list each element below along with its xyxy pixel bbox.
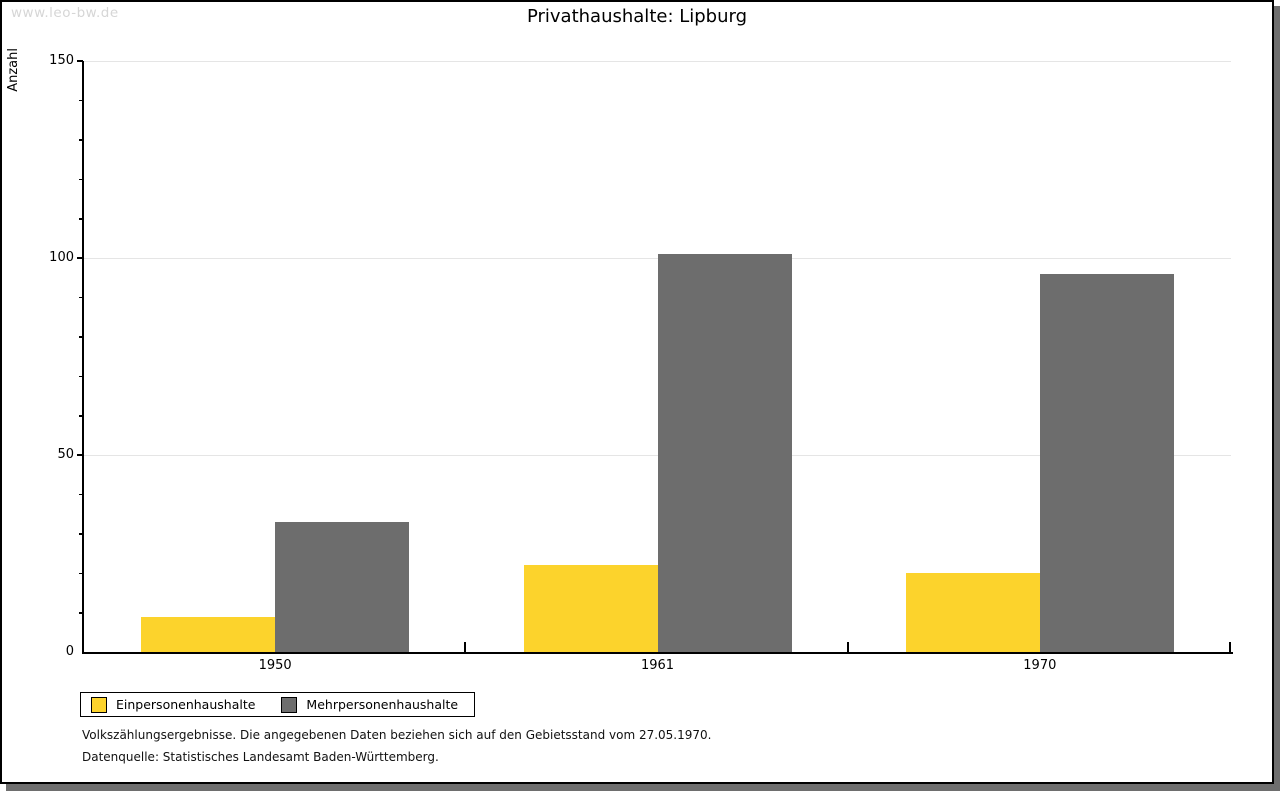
legend-swatch-einpersonenhaushalte	[91, 696, 107, 713]
y-minor-tick	[79, 415, 83, 417]
y-minor-tick	[79, 139, 83, 141]
x-tick-label: 1970	[1023, 658, 1057, 673]
y-minor-tick	[79, 296, 83, 299]
x-axis-line	[82, 652, 1233, 654]
bar-mehrpersonenhaushalte-1970	[1039, 273, 1174, 652]
y-tick-label: 0	[65, 644, 74, 659]
y-tick-label: 150	[49, 53, 74, 68]
y-minor-tick	[79, 336, 83, 338]
y-minor-tick	[79, 493, 83, 496]
bar-mehrpersonenhaushalte-1950	[275, 521, 410, 652]
x-tick-label: 1950	[258, 658, 292, 673]
y-tick-label: 50	[57, 447, 74, 462]
y-minor-tick	[79, 218, 83, 220]
legend-item: Mehrpersonenhaushalte	[281, 696, 459, 713]
y-minor-tick	[79, 99, 83, 102]
x-boundary-tick	[1229, 642, 1231, 654]
plot-area: 0 50 100 150 1950 1961 1970	[49, 53, 1231, 673]
y-major-tick	[77, 60, 83, 62]
watermark: www.leo-bw.de	[11, 5, 119, 21]
x-tick-label: 1961	[640, 658, 675, 673]
legend-label-mehrpersonenhaushalte: Mehrpersonenhaushalte	[306, 697, 459, 712]
y-minor-tick	[79, 612, 83, 614]
chart-title: Privathaushalte: Lipburg	[526, 6, 748, 27]
legend-item: Einpersonenhaushalte	[91, 696, 256, 713]
y-minor-tick	[79, 178, 83, 181]
frame-shadow-right	[1274, 6, 1280, 791]
y-minor-tick	[79, 375, 83, 378]
y-major-tick	[77, 257, 83, 259]
y-axis-label: Anzahl	[6, 48, 21, 92]
legend-swatch-mehrpersonenhaushalte	[281, 696, 298, 713]
frame-shadow-bottom	[6, 784, 1274, 791]
bar-einpersonenhaushalte-1950	[141, 616, 276, 652]
y-major-tick	[77, 454, 83, 456]
footnote-data-source: Datenquelle: Statistisches Landesamt Bad…	[82, 750, 439, 764]
legend: Einpersonenhaushalte Mehrpersonenhaushal…	[80, 692, 476, 717]
bar-einpersonenhaushalte-1970	[905, 573, 1040, 652]
footnote-source-note: Volkszählungsergebnisse. Die angegebenen…	[82, 728, 712, 742]
y-minor-tick	[79, 572, 83, 575]
legend-label-einpersonenhaushalte: Einpersonenhaushalte	[116, 697, 256, 712]
x-boundary-tick	[464, 642, 467, 654]
bar-mehrpersonenhaushalte-1961	[657, 254, 792, 652]
y-minor-tick	[79, 533, 83, 535]
y-tick-label: 100	[49, 250, 74, 265]
y-axis-line	[82, 61, 84, 654]
gridline-150	[84, 60, 1231, 62]
bar-einpersonenhaushalte-1961	[523, 565, 658, 652]
x-boundary-tick	[846, 642, 849, 654]
